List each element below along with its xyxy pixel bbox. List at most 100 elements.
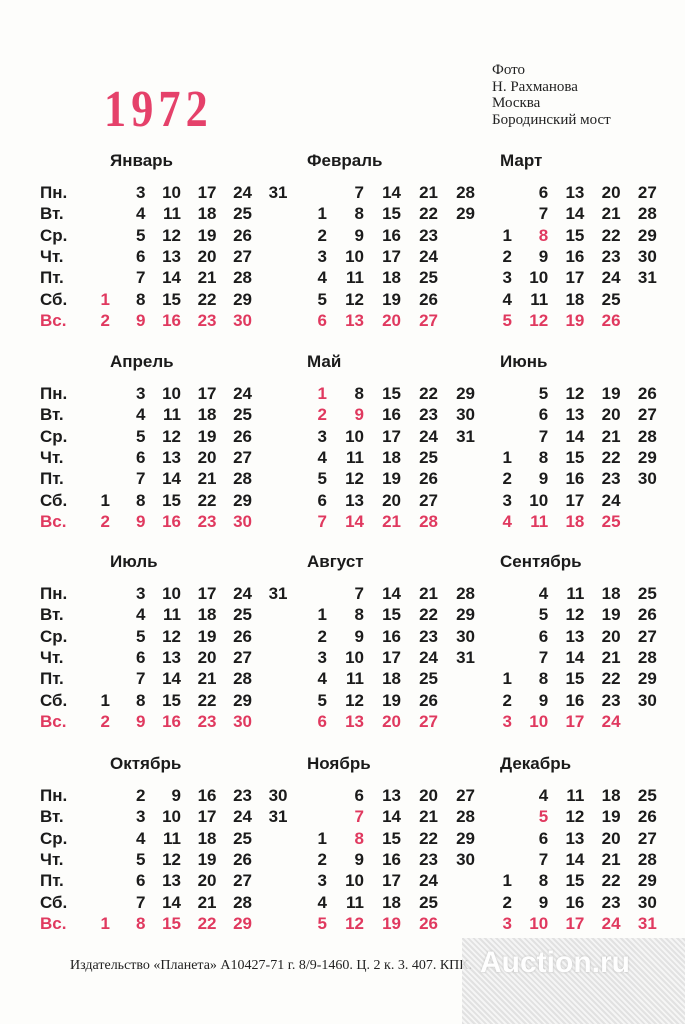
day-number: 18 xyxy=(382,268,401,288)
day-number: 19 xyxy=(197,626,217,646)
day-number: 16 xyxy=(382,225,401,245)
day-number: 24 xyxy=(601,913,621,933)
day-number: 18 xyxy=(565,289,585,309)
day-number: 22 xyxy=(419,384,438,403)
day-number: 29 xyxy=(637,447,657,467)
day-number: 9 xyxy=(354,225,364,245)
month-title: Февраль xyxy=(307,151,383,170)
day-number: 9 xyxy=(354,626,364,646)
day-number: 8 xyxy=(538,669,549,689)
day-number: 12 xyxy=(529,310,549,330)
day-label: Вс. xyxy=(40,310,67,330)
day-number: 19 xyxy=(601,807,621,827)
day-number: 12 xyxy=(162,426,181,446)
day-number: 3 xyxy=(136,384,146,403)
day-number: 10 xyxy=(529,711,549,731)
day-label: Ср. xyxy=(40,828,68,848)
day-number: 4 xyxy=(136,605,146,625)
day-number: 26 xyxy=(419,690,438,710)
day-number: 12 xyxy=(345,913,364,933)
day-number: 22 xyxy=(601,871,621,891)
day-number: 5 xyxy=(317,289,327,309)
day-number: 27 xyxy=(419,711,438,731)
day-number: 20 xyxy=(197,246,217,266)
day-label: Вт. xyxy=(40,807,64,827)
day-number: 14 xyxy=(382,807,401,827)
day-number: 2 xyxy=(317,405,327,425)
day-number: 27 xyxy=(419,490,438,510)
day-number: 16 xyxy=(565,246,585,266)
day-number: 27 xyxy=(419,310,438,330)
day-number: 22 xyxy=(197,490,217,510)
day-number: 8 xyxy=(354,605,364,625)
day-number: 13 xyxy=(565,626,585,646)
day-number: 21 xyxy=(601,426,621,446)
day-number: 24 xyxy=(233,384,252,403)
month-title: Январь xyxy=(110,151,174,170)
day-number: 9 xyxy=(171,786,181,805)
day-number: 25 xyxy=(637,584,657,603)
day-number: 23 xyxy=(601,246,621,266)
day-number: 19 xyxy=(601,384,621,403)
day-number: 26 xyxy=(637,807,657,827)
day-number: 14 xyxy=(565,426,585,446)
day-number: 19 xyxy=(197,225,217,245)
day-number: 19 xyxy=(197,849,217,869)
day-number: 2 xyxy=(317,225,327,245)
day-number: 7 xyxy=(538,647,549,667)
day-number: 14 xyxy=(162,892,181,912)
day-number: 19 xyxy=(601,605,621,625)
day-number: 25 xyxy=(233,828,252,848)
day-number: 5 xyxy=(538,807,549,827)
day-number: 16 xyxy=(382,626,401,646)
day-number: 27 xyxy=(233,647,252,667)
day-number: 30 xyxy=(637,469,657,489)
day-number: 8 xyxy=(354,384,364,403)
day-number: 12 xyxy=(162,849,181,869)
day-number: 20 xyxy=(382,711,401,731)
day-number: 7 xyxy=(317,511,327,531)
day-label: Вт. xyxy=(40,204,64,224)
day-number: 27 xyxy=(637,183,657,202)
day-number: 17 xyxy=(382,647,401,667)
day-number: 13 xyxy=(162,871,181,891)
day-number: 15 xyxy=(565,669,585,689)
day-number: 18 xyxy=(601,584,621,603)
day-number: 23 xyxy=(233,786,252,805)
day-number: 30 xyxy=(233,711,252,731)
day-number: 1 xyxy=(502,669,512,689)
day-number: 7 xyxy=(136,892,146,912)
day-number: 9 xyxy=(136,511,146,531)
day-number: 21 xyxy=(601,204,621,224)
day-number: 1 xyxy=(100,490,110,510)
day-number: 2 xyxy=(502,246,512,266)
day-number: 21 xyxy=(419,183,438,202)
day-number: 16 xyxy=(382,849,401,869)
day-number: 17 xyxy=(382,871,401,891)
day-number: 29 xyxy=(456,828,475,848)
day-number: 7 xyxy=(136,669,146,689)
day-number: 3 xyxy=(502,490,512,510)
month-title: Декабрь xyxy=(500,754,572,773)
credit-line: Москва xyxy=(492,95,541,111)
day-number: 23 xyxy=(601,469,621,489)
day-number: 17 xyxy=(197,584,217,603)
day-number: 12 xyxy=(345,690,364,710)
day-number: 1 xyxy=(502,225,512,245)
day-number: 7 xyxy=(136,469,146,489)
day-number: 24 xyxy=(601,490,621,510)
day-number: 23 xyxy=(601,690,621,710)
day-number: 5 xyxy=(317,913,327,933)
day-number: 4 xyxy=(317,669,327,689)
month-title: Июль xyxy=(110,552,158,571)
day-number: 30 xyxy=(456,405,475,425)
day-number: 2 xyxy=(100,310,110,330)
day-number: 25 xyxy=(601,511,621,531)
day-number: 4 xyxy=(502,289,512,309)
day-number: 11 xyxy=(346,268,364,288)
day-number: 11 xyxy=(163,828,181,848)
day-number: 20 xyxy=(601,183,621,202)
day-number: 8 xyxy=(136,913,146,933)
day-number: 21 xyxy=(197,469,217,489)
day-number: 4 xyxy=(538,584,549,603)
